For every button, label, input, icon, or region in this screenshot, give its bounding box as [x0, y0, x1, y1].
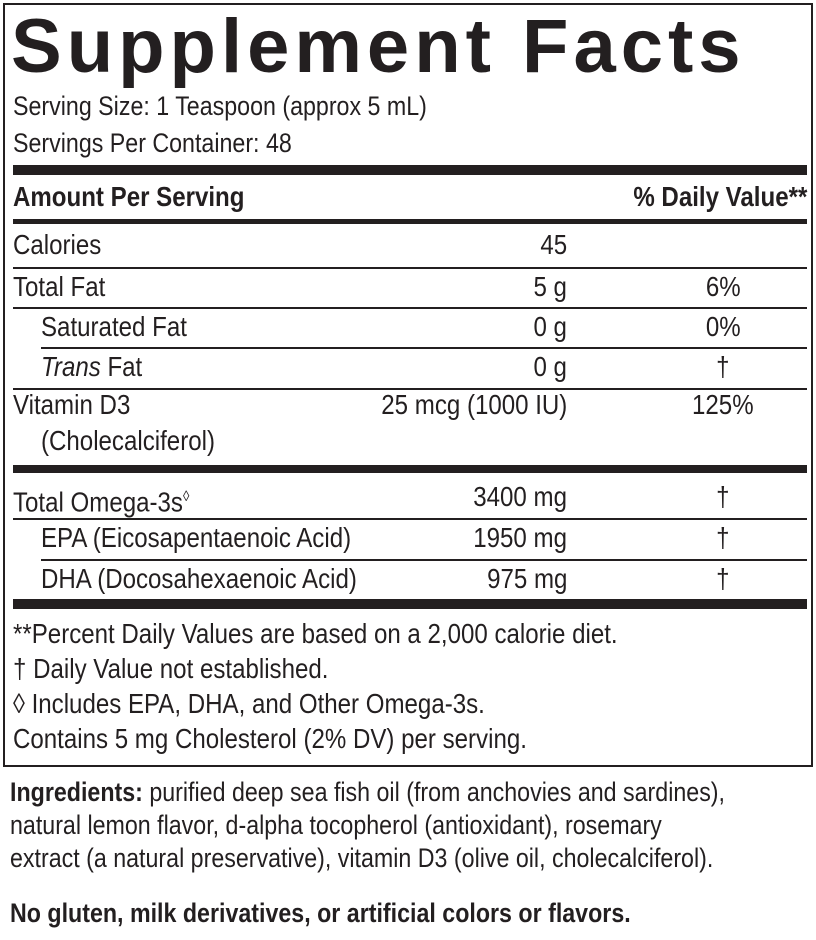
footnote: ◊ Includes EPA, DHA, and Other Omega-3s.: [13, 688, 485, 719]
ingredients-line: extract (a natural preservative), vitami…: [10, 843, 714, 873]
serving-size: Serving Size: 1 Teaspoon (approx 5 mL): [13, 91, 427, 121]
table-row: Vitamin D3 (Cholecalciferol) 25 mcg (100…: [13, 389, 754, 456]
servings-per-container: Servings Per Container: 48: [13, 128, 292, 158]
divider: [13, 267, 807, 269]
table-row: Saturated Fat 0 g 0%: [41, 311, 741, 342]
divider: [13, 518, 807, 520]
allergen-statement: No gluten, milk derivatives, or artifici…: [10, 898, 631, 928]
table-row: Total Fat 5 g 6%: [13, 271, 741, 302]
daily-value-label: % Daily Value**: [632, 181, 807, 212]
panel-title: Supplement Facts: [11, 4, 746, 89]
divider: [13, 307, 807, 309]
footnote: **Percent Daily Values are based on a 2,…: [13, 618, 618, 649]
divider-thick: [13, 165, 807, 175]
divider: [13, 388, 807, 390]
footnote: Contains 5 mg Cholesterol (2% DV) per se…: [13, 723, 527, 754]
divider-thick: [13, 599, 807, 609]
table-row: EPA (Eicosapentaenoic Acid) 1950 mg †: [41, 522, 730, 553]
table-header: Amount Per Serving % Daily Value**: [13, 177, 807, 217]
amount-per-serving-label: Amount Per Serving: [13, 181, 245, 212]
divider: [41, 559, 807, 561]
divider-thick: [13, 465, 807, 473]
table-row: Calories 45: [13, 229, 567, 260]
footnote: † Daily Value not established.: [13, 653, 329, 684]
ingredients: Ingredients: purified deep sea fish oil …: [10, 777, 725, 807]
table-row: Total Omega-3s◊ 3400 mg †: [13, 481, 730, 518]
table-row: Trans Fat 0 g †: [41, 351, 730, 382]
divider-medium: [13, 219, 807, 224]
ingredients-line: natural lemon flavor, d-alpha tocopherol…: [10, 810, 662, 840]
table-row: DHA (Docosahexaenoic Acid) 975 mg †: [41, 563, 730, 594]
supplement-facts-panel: Supplement Facts Serving Size: 1 Teaspoo…: [3, 3, 813, 767]
divider: [41, 347, 807, 349]
